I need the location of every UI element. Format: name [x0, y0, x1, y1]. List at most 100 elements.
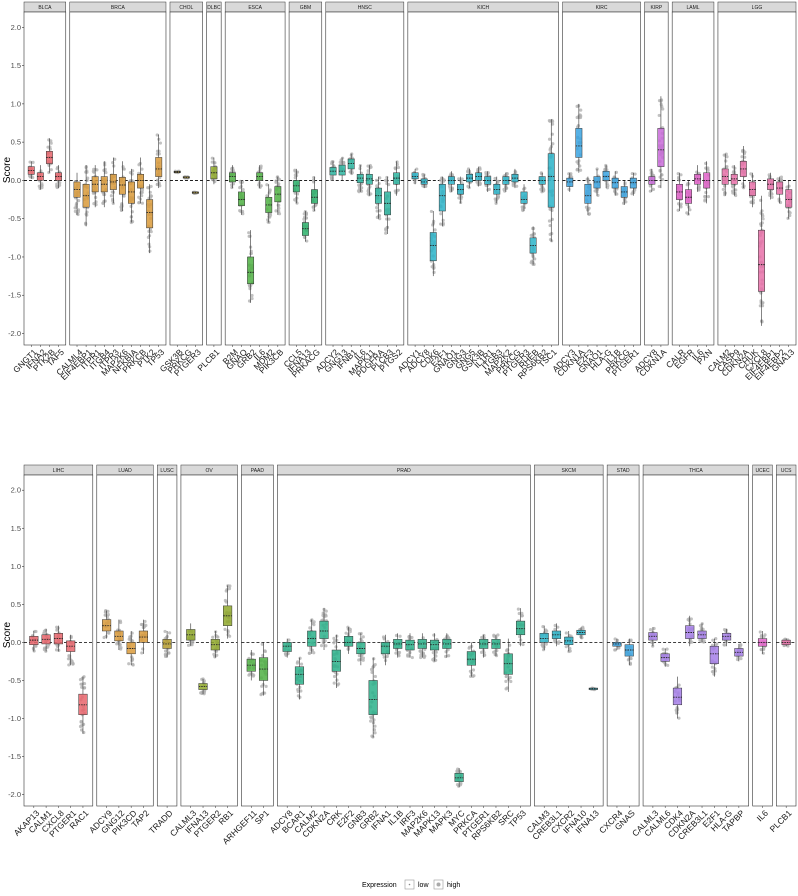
data-point: [623, 182, 627, 186]
data-point: [303, 235, 307, 240]
data-point: [335, 678, 339, 682]
data-point: [49, 139, 53, 143]
facet-label: UCEC: [755, 468, 770, 474]
data-point: [335, 634, 339, 638]
data-point: [146, 235, 150, 239]
data-point: [730, 184, 735, 188]
data-point: [47, 643, 51, 647]
data-point: [78, 724, 83, 729]
data-point: [110, 197, 115, 201]
box: [319, 620, 329, 639]
box: [128, 181, 135, 204]
data-point: [155, 178, 160, 182]
data-point: [472, 674, 476, 678]
data-point: [384, 228, 388, 232]
data-point: [779, 178, 784, 182]
data-point: [332, 636, 336, 640]
data-point: [547, 119, 551, 123]
data-point: [439, 212, 443, 216]
data-point: [359, 171, 364, 175]
data-point: [444, 650, 448, 654]
data-point: [613, 637, 617, 641]
data-point: [377, 181, 381, 186]
y-tick-label: 0.5: [11, 600, 21, 609]
data-point: [567, 187, 571, 191]
data-point: [248, 672, 252, 676]
data-point: [743, 155, 747, 159]
data-point: [79, 728, 84, 732]
data-point: [661, 107, 665, 111]
data-point: [676, 208, 680, 212]
data-point: [43, 628, 48, 632]
data-point: [551, 119, 555, 124]
facet-label: LUAD: [118, 468, 132, 474]
data-point: [723, 643, 727, 647]
data-point: [517, 611, 521, 616]
facet-label: ESCA: [248, 5, 262, 11]
data-point: [348, 629, 352, 634]
data-point: [721, 187, 725, 192]
data-point: [661, 647, 665, 651]
data-point: [492, 634, 496, 638]
data-point: [312, 175, 316, 180]
facet-label: PAAD: [251, 468, 265, 474]
facet-label: OV: [206, 468, 214, 474]
data-point: [779, 175, 784, 179]
y-tick-label: -1.0: [8, 252, 21, 261]
x-tick-label: SP1: [253, 808, 272, 827]
data-point: [569, 172, 573, 176]
data-point: [394, 651, 398, 655]
data-point: [372, 657, 376, 661]
data-point: [157, 152, 161, 156]
data-point: [531, 226, 536, 231]
data-point: [210, 156, 214, 160]
legend-label: high: [447, 882, 460, 889]
data-point: [191, 640, 195, 644]
data-point: [141, 647, 145, 651]
data-point: [385, 181, 389, 186]
data-point: [44, 649, 48, 653]
box: [118, 177, 126, 195]
data-point: [265, 194, 269, 198]
data-point: [381, 635, 386, 639]
y-tick-label: 0.0: [11, 638, 21, 647]
facet-panel: [644, 11, 669, 346]
data-point: [615, 638, 620, 642]
facet-label: KIRC: [596, 5, 608, 11]
y-tick-label: -1.5: [8, 291, 21, 300]
data-point: [424, 184, 428, 188]
data-point: [130, 657, 135, 661]
data-point: [506, 648, 510, 652]
data-point: [214, 630, 218, 634]
facet-panel: [606, 474, 640, 807]
data-point: [520, 614, 524, 618]
data-point: [739, 643, 743, 647]
data-point: [433, 228, 437, 232]
data-point: [505, 171, 509, 176]
data-point: [704, 190, 708, 195]
data-point: [332, 681, 336, 685]
box: [294, 666, 305, 685]
box: [331, 649, 341, 672]
data-point: [770, 195, 774, 199]
facet-label: KIRP: [651, 5, 663, 11]
data-point: [604, 163, 608, 168]
data-point: [614, 170, 618, 174]
data-point: [484, 183, 488, 187]
data-point: [211, 635, 215, 639]
data-point: [127, 662, 131, 666]
data-point: [342, 160, 346, 165]
data-point: [724, 159, 728, 163]
data-point: [146, 186, 150, 190]
data-point: [106, 613, 110, 617]
data-point: [38, 186, 42, 191]
data-point: [553, 627, 557, 631]
data-point: [657, 113, 661, 118]
data-point: [227, 587, 232, 591]
data-point: [121, 165, 125, 169]
facet-label: KICH: [477, 5, 489, 11]
data-point: [679, 205, 683, 209]
data-point: [430, 265, 434, 269]
data-point: [112, 164, 116, 168]
y-tick-label: -0.5: [8, 676, 21, 685]
